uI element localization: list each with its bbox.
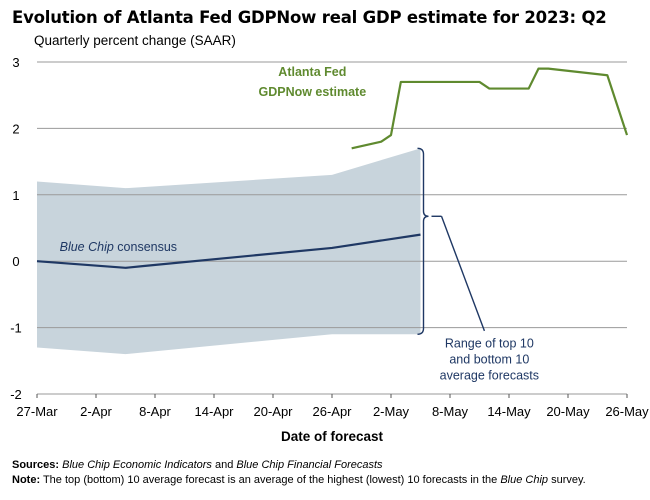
gdpnow-line (351, 67, 629, 150)
y-tick-label: -2 (10, 387, 22, 402)
note-text2: survey. (548, 474, 586, 486)
x-tick-label: 20-Apr (253, 404, 293, 419)
x-tick-label: 26-May (605, 404, 649, 419)
y-tick-label: 0 (12, 254, 19, 269)
y-tick-label: 3 (12, 55, 19, 70)
chart-subtitle: Quarterly percent change (SAAR) (34, 33, 236, 48)
sources-source2: Blue Chip Financial Forecasts (236, 459, 383, 471)
x-tick-label: 2-May (373, 404, 410, 419)
sources-label: Sources: (12, 459, 60, 471)
y-tick-label: -1 (10, 321, 22, 336)
range-bracket (417, 147, 429, 335)
sources-and: and (211, 459, 237, 471)
gdpnow-label: Atlanta Fed (278, 65, 346, 79)
note-line: Note: The top (bottom) 10 average foreca… (12, 473, 586, 488)
consensus-line (36, 233, 421, 269)
range-band (37, 148, 421, 355)
x-tick-label: 27-Mar (16, 404, 58, 419)
chart-title: Evolution of Atlanta Fed GDPNow real GDP… (12, 8, 607, 27)
sources-source1: Blue Chip Economic Indicators (62, 459, 212, 471)
note-label: Note: (12, 474, 41, 486)
sources-line: Sources: Blue Chip Economic Indicators a… (12, 458, 586, 473)
consensus-label: Blue Chip consensus (60, 240, 177, 254)
range-label: Range of top 10 (445, 337, 534, 351)
x-axis-label: Date of forecast (281, 429, 384, 444)
x-tick-label: 8-May (432, 404, 469, 419)
x-tick-label: 14-Apr (194, 404, 234, 419)
x-tick-label: 20-May (546, 404, 590, 419)
chart-footer: Sources: Blue Chip Economic Indicators a… (12, 458, 586, 488)
gdpnow-label: GDPNow estimate (258, 85, 366, 99)
range-leader (440, 216, 486, 332)
note-text1: The top (bottom) 10 average forecast is … (40, 474, 501, 486)
x-tick-label: 26-Apr (312, 404, 352, 419)
x-tick-label: 8-Apr (139, 404, 171, 419)
note-blue-chip: Blue Chip (500, 474, 549, 486)
x-tick-label: 14-May (487, 404, 531, 419)
y-tick-label: 2 (12, 121, 19, 136)
range-label: average forecasts (440, 369, 539, 383)
range-label: and bottom 10 (449, 353, 529, 367)
y-tick-label: 1 (12, 188, 19, 203)
x-tick-label: 2-Apr (80, 404, 112, 419)
